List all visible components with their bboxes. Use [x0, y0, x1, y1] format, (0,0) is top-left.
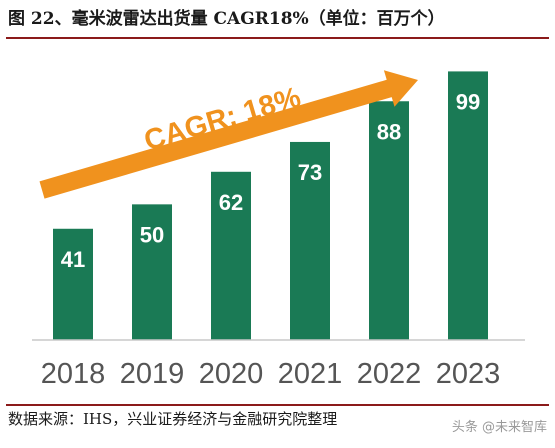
x-tick-label-2022: 2022	[357, 358, 422, 390]
bar-value-label-2021: 73	[298, 160, 322, 185]
bar-2022	[369, 101, 409, 341]
chart-title: 图 22、毫米波雷达出货量 CAGR18%（单位：百万个）	[8, 9, 445, 29]
cagr-arrow-shape	[39, 70, 418, 199]
title-divider	[6, 37, 549, 39]
x-tick-label-2023: 2023	[436, 358, 501, 390]
x-tick-labels: 2018 2019 2020 2021 2022 2023	[41, 358, 501, 390]
bars-layer: 41 50 62 73 88 99	[53, 71, 488, 341]
bar-2018	[53, 228, 93, 340]
bar-2021	[290, 141, 330, 340]
bar-2023	[448, 71, 488, 340]
x-tick-label-2020: 2020	[199, 358, 264, 390]
bar-2019	[132, 204, 172, 340]
bar-2020	[211, 171, 251, 340]
bar-value-label-2019: 50	[140, 222, 164, 247]
source-divider	[6, 404, 549, 406]
watermark: 头条 @未来智库	[451, 420, 547, 435]
bar-value-label-2023: 99	[456, 89, 480, 114]
bar-value-label-2020: 62	[219, 190, 243, 215]
bar-value-label-2022: 88	[377, 119, 401, 144]
x-tick-label-2021: 2021	[278, 358, 343, 390]
x-tick-label-2018: 2018	[41, 358, 106, 390]
x-tick-label-2019: 2019	[120, 358, 185, 390]
source-note: 数据来源：IHS，兴业证券经济与金融研究院整理	[8, 410, 338, 428]
bar-value-label-2018: 41	[61, 247, 85, 272]
